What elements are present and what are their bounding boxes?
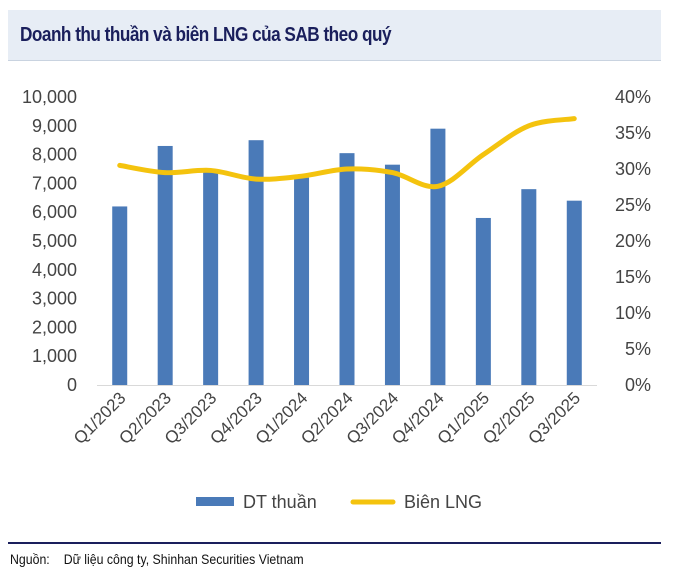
bar — [157, 145, 173, 385]
y-right-tick-label: 20% — [615, 231, 651, 251]
y-left-tick-label: 9,000 — [32, 116, 77, 136]
source-label: Nguồn: — [10, 551, 50, 567]
bar — [248, 140, 264, 385]
y-right-tick-label: 5% — [625, 339, 651, 359]
bar — [339, 153, 355, 385]
bar — [294, 177, 310, 385]
legend-label-bien-lng: Biên LNG — [404, 492, 482, 512]
y-left-tick-label: 4,000 — [32, 260, 77, 280]
chart: 0 1,000 2,000 3,000 4,000 5,000 6,000 7,000 8,00… — [22, 87, 651, 512]
bar — [430, 128, 446, 385]
y-right-tick-label: 15% — [615, 267, 651, 287]
source-text: Dữ liệu công ty, Shinhan Securities Viet… — [63, 551, 304, 567]
y-left-tick-label: 10,000 — [22, 87, 77, 107]
chart-title: Doanh thu thuần và biên LNG của SAB theo… — [20, 24, 392, 46]
y-left-tick-label: 0 — [67, 375, 77, 395]
series-line-bien-lng — [117, 116, 577, 190]
bar — [521, 189, 537, 385]
y-left-tick-label: 8,000 — [32, 145, 77, 165]
y-left-tick-label: 5,000 — [32, 231, 77, 251]
bar — [112, 206, 128, 385]
y-right-tick-label: 0% — [625, 375, 651, 395]
legend-label-dt-thuan: DT thuần — [243, 492, 317, 512]
y-right-tick-label: 25% — [615, 195, 651, 215]
y-left-tick-label: 3,000 — [32, 289, 77, 309]
y-right-tick-label: 30% — [615, 159, 651, 179]
legend-swatch-dt-thuan — [196, 497, 234, 506]
title-bar: Doanh thu thuần và biên LNG của SAB theo… — [8, 10, 661, 61]
y-left-tick-label: 1,000 — [32, 346, 77, 366]
footer-divider — [8, 542, 661, 544]
source-note: Nguồn: Dữ liệu công ty, Shinhan Securiti… — [10, 551, 304, 567]
y-right-tick-label: 10% — [615, 303, 651, 323]
y-left-tick-label: 6,000 — [32, 202, 77, 222]
bar — [203, 171, 219, 385]
y-left-tick-label: 2,000 — [32, 317, 77, 337]
y-right-tick-label: 40% — [615, 87, 651, 107]
bar — [566, 200, 582, 385]
bar — [475, 217, 491, 385]
bar — [384, 164, 400, 385]
y-right-tick-label: 35% — [615, 123, 651, 143]
y-left-tick-label: 7,000 — [32, 173, 77, 193]
